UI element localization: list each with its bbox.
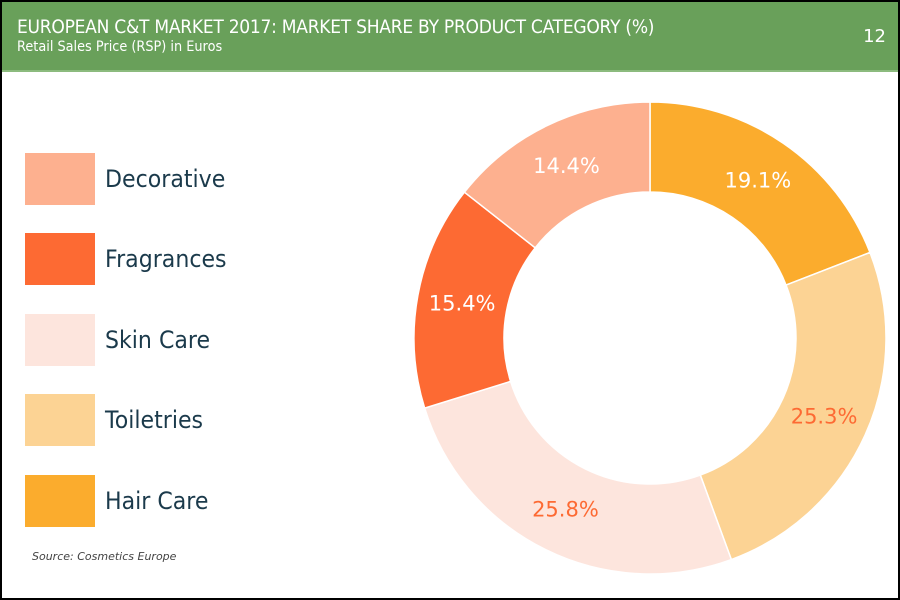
donut-slice-decorative — [463, 101, 651, 249]
legend-label: Fragrances — [105, 245, 227, 273]
donut-slice-toiletries — [699, 251, 887, 561]
legend-label: Toiletries — [105, 406, 204, 434]
legend-item-fragrances: Fragrances — [25, 233, 237, 285]
legend-swatch — [25, 153, 95, 205]
legend-item-toiletries: Toiletries — [25, 394, 212, 446]
donut-slice-skin-care — [423, 380, 733, 575]
chart-title: EUROPEAN C&T MARKET 2017: MARKET SHARE B… — [17, 16, 655, 38]
data-label-toiletries: 25.3% — [791, 405, 858, 429]
legend-label: Hair Care — [105, 487, 209, 515]
legend-swatch — [25, 314, 95, 366]
legend-item-decorative: Decorative — [25, 153, 236, 205]
page-number: 12 — [863, 26, 886, 47]
legend-label: Skin Care — [105, 326, 211, 354]
legend-label: Decorative — [105, 165, 226, 193]
legend-item-hair-care: Hair Care — [25, 475, 218, 527]
legend-swatch — [25, 233, 95, 285]
data-label-hair-care: 19.1% — [724, 168, 791, 192]
donut-slice-hair-care — [649, 101, 871, 287]
legend-item-skin-care: Skin Care — [25, 314, 219, 366]
data-label-fragrances: 15.4% — [429, 291, 496, 315]
data-label-skin-care: 25.8% — [532, 497, 599, 521]
header-bar: EUROPEAN C&T MARKET 2017: MARKET SHARE B… — [2, 2, 898, 72]
chart-subtitle: Retail Sales Price (RSP) in Euros — [17, 39, 223, 55]
source-note: Source: Cosmetics Europe — [32, 550, 177, 563]
legend-swatch — [25, 394, 95, 446]
legend-swatch — [25, 475, 95, 527]
data-label-decorative: 14.4% — [533, 154, 600, 178]
